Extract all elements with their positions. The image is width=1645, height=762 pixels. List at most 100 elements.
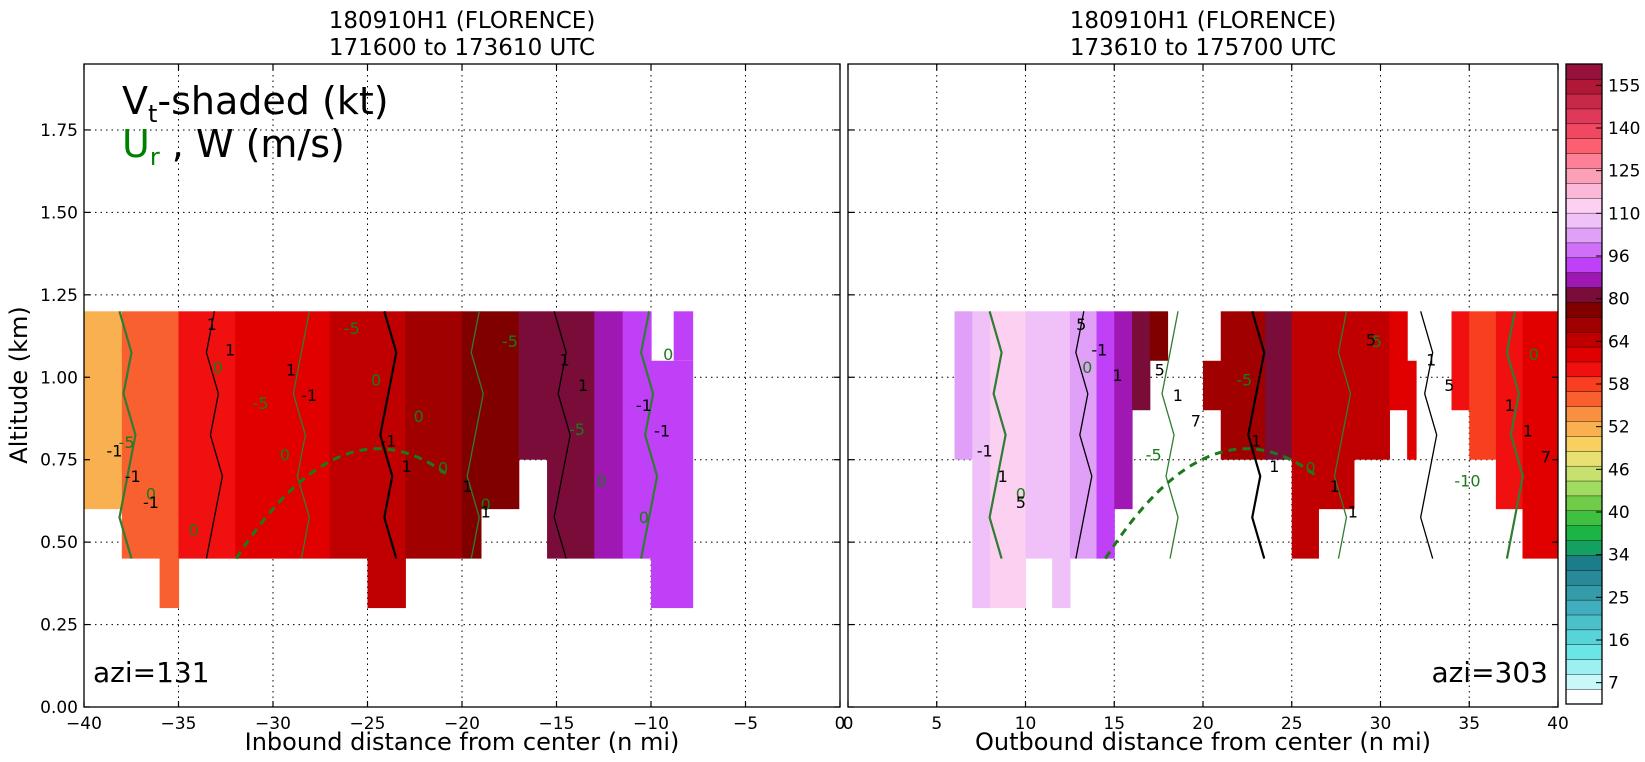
x-tick-label: −15 (539, 714, 575, 734)
vt-cell (329, 311, 369, 559)
colorbar-tick-label: 25 (1608, 588, 1630, 608)
colorbar-cell (1565, 525, 1603, 541)
legend-main: Vt-shaded (kt) (122, 79, 389, 128)
ur-contour-label: 0 (663, 345, 673, 364)
w-contour-label: 1 (462, 477, 472, 496)
left-ylabel: Altitude (km) (5, 306, 33, 463)
w-contour-label: 1 (1348, 503, 1358, 522)
ur-contour (1161, 311, 1179, 559)
colorbar-tick-label: 40 (1608, 503, 1630, 523)
ur-contour-label: 0 (371, 371, 381, 390)
colorbar-cell (1565, 63, 1603, 80)
vt-cell (159, 311, 180, 609)
ur-contour-label: 0 (213, 358, 223, 377)
vt-cell (1203, 360, 1222, 411)
left-vt-shading (84, 311, 694, 609)
ur-contour-label: -5 (253, 394, 269, 413)
colorbar-cell (1565, 495, 1603, 512)
vt-cell (972, 311, 991, 609)
x-tick-label: 20 (1192, 714, 1214, 734)
x-tick-label: 0 (843, 714, 854, 734)
colorbar-cell (1565, 361, 1603, 378)
colorbar-cell (1565, 554, 1603, 571)
ur-negative-contour (1104, 447, 1318, 560)
colorbar-cell (1565, 197, 1603, 214)
w-contour-label: 5 (1366, 331, 1376, 350)
colorbar-cell (1565, 257, 1603, 273)
colorbar-tick-label: 64 (1608, 332, 1630, 352)
w-contour (379, 311, 398, 559)
w-contour-label: 7 (1541, 447, 1551, 466)
vt-cell (1025, 311, 1053, 559)
legend-sub: Ur , W (m/s) (122, 122, 345, 171)
w-contour (1420, 311, 1438, 559)
w-contour-label: -1 (1091, 340, 1107, 359)
colorbar-tick-label: 52 (1608, 418, 1630, 438)
colorbar-cell (1565, 406, 1603, 422)
x-tick-label: 30 (1370, 714, 1392, 734)
right-title-line2: 173610 to 175700 UTC (1070, 35, 1336, 61)
colorbar-cell (1565, 108, 1603, 125)
colorbar-cell (1565, 644, 1603, 660)
ur-contour-label: 5 (1372, 332, 1382, 351)
vt-cell (1238, 311, 1266, 460)
colorbar-tick-label: 140 (1608, 119, 1640, 139)
vt-cell (954, 311, 973, 460)
w-contour-label: 1 (1505, 396, 1515, 415)
vt-cell (669, 360, 694, 609)
colorbar-cell (1565, 599, 1603, 616)
ur-contour-label: 0 (146, 484, 156, 503)
colorbar-cell (1565, 78, 1603, 95)
vt-cell (1114, 311, 1133, 510)
y-tick-label: 0.25 (40, 616, 78, 636)
w-contour-label: 1 (1112, 366, 1122, 385)
vt-cell (1353, 311, 1390, 460)
w-contour-label: -1 (380, 432, 396, 451)
colorbar-cell (1565, 123, 1603, 139)
right-azimuth-annotation: azi=303 (1431, 656, 1548, 689)
vt-cell (405, 311, 463, 559)
vt-cell (1318, 311, 1355, 510)
ur-contour-label: -5 (569, 420, 585, 439)
right-xlabel: Outbound distance from center (n mi) (975, 728, 1431, 756)
left-axes-frame (83, 63, 841, 708)
vt-cell (594, 311, 624, 559)
w-contour-label: -1 (143, 493, 159, 512)
colorbar-tick-label: 16 (1608, 631, 1630, 651)
colorbar-cell (1565, 287, 1603, 303)
w-contour-label: 1 (481, 503, 491, 522)
left-ticks: −40 −35 −30 −25 −20 −15 −10 −5 0 0.00 0.25 0.50 0.75… (40, 64, 845, 734)
colorbar-cell (1565, 629, 1603, 645)
colorbar-tick-label: 34 (1608, 546, 1630, 566)
colorbar-tick-label: 110 (1608, 204, 1640, 224)
x-tick-label: 40 (1547, 714, 1569, 734)
ur-contour-label: 0 (1529, 345, 1539, 364)
ur-contour-label: 0 (188, 521, 198, 540)
ur-contour (639, 311, 659, 559)
colorbar-cell (1565, 480, 1603, 497)
x-tick-label: −40 (66, 714, 102, 734)
colorbar-ticks: 7 16 25 34 40 46 52 58 64 80 96 110 125 140 155 (1596, 76, 1640, 694)
colorbar-tick-label: 125 (1608, 162, 1640, 182)
ur-contour-label: -5 (119, 433, 135, 452)
vt-cell (1220, 311, 1240, 460)
right-ticks: 0 5 10 15 20 25 30 35 40 (843, 64, 1569, 734)
ur-contour (988, 311, 1007, 559)
x-tick-label: 15 (1103, 714, 1125, 734)
w-contour-label: 1 (225, 340, 235, 359)
w-contour-label: 1 (1523, 422, 1533, 441)
ur-contour (292, 311, 311, 559)
y-tick-label: 1.50 (40, 203, 78, 223)
colorbar-cell (1565, 316, 1603, 333)
vt-cell (1096, 311, 1115, 559)
vt-cell (1389, 311, 1408, 411)
colorbar-cell (1565, 272, 1603, 288)
ur-contour-label: 0 (438, 459, 448, 478)
ur-contour-label: 0 (414, 407, 424, 426)
left-title-line1: 180910H1 (FLORENCE) (329, 8, 596, 34)
colorbar-cell (1565, 346, 1603, 363)
w-contour-label: 1 (578, 376, 588, 395)
vt-cell (1407, 360, 1417, 460)
x-tick-label: 25 (1281, 714, 1303, 734)
